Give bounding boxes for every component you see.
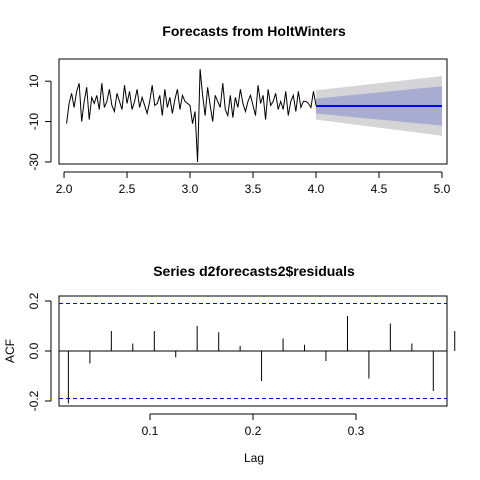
acf-y-tick-label: 0.2	[27, 292, 41, 309]
acf-chart: Series d2forecasts2$residuals 0.1 0.2 0.3 …	[3, 263, 456, 465]
forecast-x-tick-label: 4.0	[308, 182, 325, 196]
forecast-x-axis: 2.0 2.5 3.0 3.5 4.0 4.5 5.0	[56, 171, 451, 196]
acf-y-axis-label: ACF	[3, 339, 17, 363]
forecast-y-tick-label: -30	[27, 153, 41, 171]
forecast-x-tick-label: 3.5	[245, 182, 262, 196]
acf-y-tick-label: -0.2	[27, 390, 41, 411]
acf-x-axis-label: Lag	[244, 451, 264, 465]
acf-chart-title: Series d2forecasts2$residuals	[153, 263, 355, 279]
forecast-x-tick-label: 4.5	[371, 182, 388, 196]
forecast-lines	[66, 69, 442, 163]
acf-x-tick-label: 0.3	[348, 424, 365, 438]
acf-y-tick-label: 0.0	[27, 342, 41, 359]
forecast-chart: Forecasts from HoltWinters 2.0 2.5 3.0 3.5 4…	[27, 23, 451, 196]
forecast-x-tick-label: 5.0	[434, 182, 451, 196]
acf-x-tick-label: 0.1	[142, 424, 159, 438]
acf-x-tick-label: 0.2	[245, 424, 262, 438]
forecast-x-tick-label: 2.0	[56, 182, 73, 196]
forecast-chart-title: Forecasts from HoltWinters	[162, 23, 346, 39]
forecast-y-tick-label: -10	[27, 113, 41, 131]
acf-y-axis: -0.2 0.0 0.2	[27, 292, 52, 411]
forecast-x-tick-label: 2.5	[119, 182, 136, 196]
history-series-line	[66, 69, 317, 163]
forecast-plot-frame	[58, 58, 448, 165]
acf-confidence-lines	[59, 303, 447, 399]
forecast-y-axis: 10 -10 -30	[27, 74, 52, 171]
forecast-x-tick-label: 3.0	[182, 182, 199, 196]
acf-bars	[59, 316, 456, 404]
forecast-y-tick-label: 10	[27, 74, 41, 88]
acf-x-axis: 0.1 0.2 0.3	[142, 413, 365, 438]
